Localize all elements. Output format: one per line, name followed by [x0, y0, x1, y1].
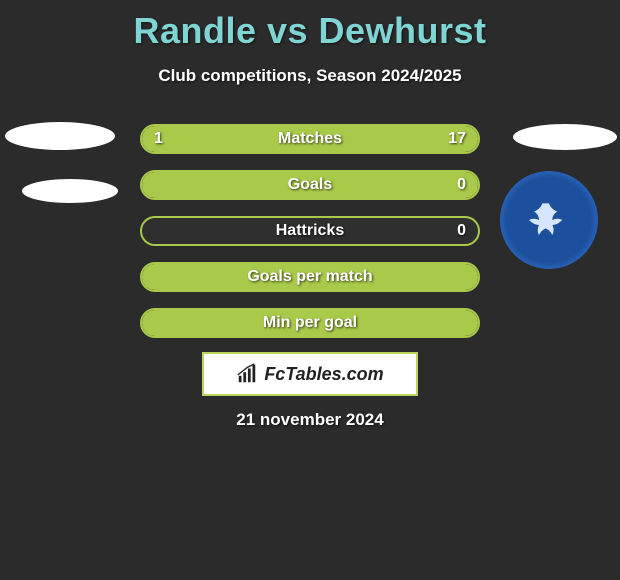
- phoenix-icon: [519, 190, 579, 250]
- bar-gpm-label: Goals per match: [142, 268, 478, 286]
- bar-hattricks-label: Hattricks: [142, 222, 478, 240]
- bar-matches-right-value: 17: [448, 130, 466, 148]
- left-badge-placeholder-1: [5, 122, 115, 150]
- fctables-logo-text: FcTables.com: [264, 364, 383, 385]
- bar-matches: 1 Matches 17: [140, 124, 480, 154]
- right-club-crest: [500, 171, 598, 269]
- bar-goals: Goals 0: [140, 170, 480, 200]
- bar-min-per-goal: Min per goal: [140, 308, 480, 338]
- bar-goals-right-value: 0: [457, 176, 466, 194]
- bar-hattricks-right-value: 0: [457, 222, 466, 240]
- left-badge-placeholder-2: [22, 179, 118, 203]
- bar-mpg-label: Min per goal: [142, 314, 478, 332]
- bar-matches-label: Matches: [142, 130, 478, 148]
- comparison-bars: 1 Matches 17 Goals 0 Hattricks 0 Goals p…: [140, 124, 480, 338]
- bar-goals-per-match: Goals per match: [140, 262, 480, 292]
- bar-hattricks: Hattricks 0: [140, 216, 480, 246]
- date-text: 21 november 2024: [0, 410, 620, 430]
- chart-icon: [236, 363, 258, 385]
- page-title: Randle vs Dewhurst: [0, 0, 620, 52]
- bar-goals-label: Goals: [142, 176, 478, 194]
- right-badge-placeholder-1: [513, 124, 617, 150]
- page-subtitle: Club competitions, Season 2024/2025: [0, 66, 620, 86]
- fctables-logo: FcTables.com: [202, 352, 418, 396]
